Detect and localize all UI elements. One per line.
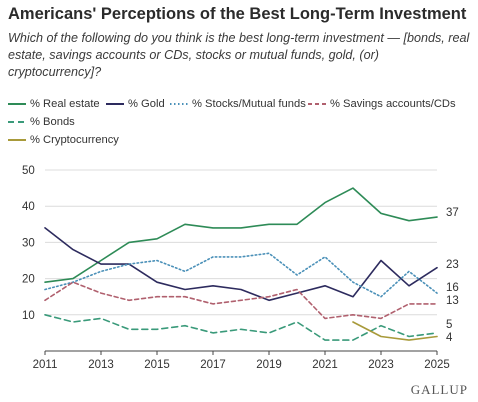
legend-row-1: % Real estate % Gold % Stocks/Mutual fun… [8, 98, 474, 114]
legend-swatch-crypto [8, 139, 26, 141]
chart-subtitle: Which of the following do you think is t… [8, 31, 470, 79]
legend-item-savings: % Savings accounts/CDs [308, 98, 456, 110]
legend-label-gold: % Gold [128, 98, 165, 110]
legend-swatch-bonds [8, 121, 26, 123]
legend-label-real-estate: % Real estate [30, 98, 100, 110]
x-tick-label-2021: 2021 [312, 359, 338, 371]
legend-row-3: % Cryptocurrency [8, 134, 474, 150]
x-tick-label-2011: 2011 [33, 359, 58, 371]
y-tick-label-10: 10 [22, 310, 35, 322]
x-tick-label-2013: 2013 [88, 359, 114, 371]
legend-swatch-stocks [170, 103, 188, 105]
end-label-real-estate: 37 [446, 207, 459, 219]
series-line-real-estate [44, 187, 438, 283]
legend-swatch-real-estate [8, 103, 26, 105]
series-line-savings [44, 281, 438, 320]
end-label-gold: 23 [446, 259, 459, 271]
legend-label-stocks: % Stocks/Mutual funds [192, 98, 306, 110]
end-label-stocks: 16 [446, 282, 459, 294]
end-label-crypto: 4 [446, 332, 453, 344]
y-tick-label-50: 50 [22, 165, 35, 177]
legend-label-crypto: % Cryptocurrency [30, 134, 119, 146]
x-tick-label-2015: 2015 [144, 359, 170, 371]
end-label-bonds: 5 [446, 319, 452, 331]
legend-swatch-gold [106, 103, 124, 105]
series-line-crypto [352, 321, 438, 341]
legend-item-real-estate: % Real estate [8, 98, 100, 110]
series-line-gold [44, 227, 438, 302]
legend-row-2: % Bonds [8, 116, 474, 132]
legend-item-bonds: % Bonds [8, 116, 75, 128]
legend-item-gold: % Gold [106, 98, 165, 110]
series-line-bonds [44, 314, 438, 341]
chart-title: Americans' Perceptions of the Best Long-… [8, 5, 467, 23]
series-line-stocks [44, 252, 438, 298]
legend-label-savings: % Savings accounts/CDs [330, 98, 456, 110]
x-tick-label-2023: 2023 [368, 359, 394, 371]
source-logo: GALLUP [410, 382, 468, 397]
legend-item-stocks: % Stocks/Mutual funds [170, 98, 306, 110]
y-tick-label-40: 40 [22, 201, 35, 213]
legend-swatch-savings [308, 103, 326, 105]
end-label-savings: 13 [446, 295, 459, 307]
legend-item-crypto: % Cryptocurrency [8, 134, 119, 146]
legend-label-bonds: % Bonds [30, 116, 75, 128]
y-tick-label-30: 30 [22, 237, 35, 249]
y-tick-label-20: 20 [22, 274, 35, 286]
x-tick-label-2019: 2019 [256, 359, 282, 371]
x-tick-label-2025: 2025 [424, 359, 450, 371]
x-tick-label-2017: 2017 [200, 359, 226, 371]
